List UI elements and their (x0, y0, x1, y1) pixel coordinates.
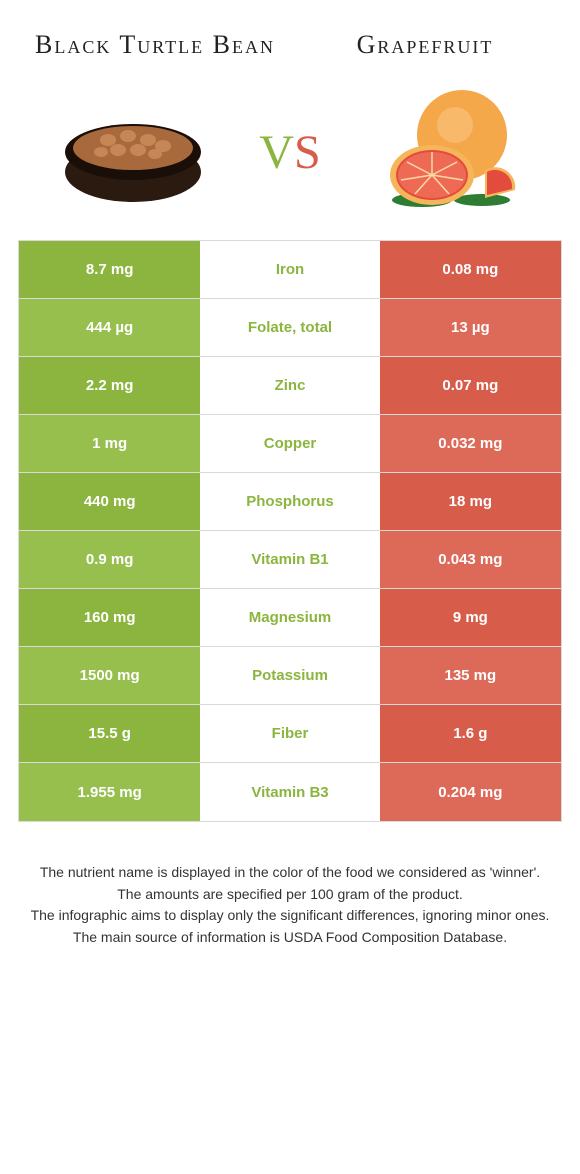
nutrient-name: Iron (200, 241, 379, 298)
table-row: 0.9 mgVitamin B10.043 mg (19, 531, 561, 589)
nutrient-name: Fiber (200, 705, 379, 762)
left-value: 1500 mg (19, 647, 200, 704)
nutrient-name: Magnesium (200, 589, 379, 646)
footnote-line: The amounts are specified per 100 gram o… (24, 884, 556, 906)
left-food-title: Black Turtle Bean (20, 30, 290, 60)
nutrient-name: Folate, total (200, 299, 379, 356)
vs-v: v (259, 107, 294, 183)
comparison-table: 8.7 mgIron0.08 mg444 µgFolate, total13 µ… (18, 240, 562, 822)
vs-s: s (294, 107, 321, 183)
right-food-image (367, 80, 527, 210)
footnotes: The nutrient name is displayed in the co… (0, 822, 580, 949)
right-value: 0.204 mg (380, 763, 561, 821)
left-value: 15.5 g (19, 705, 200, 762)
nutrient-name: Phosphorus (200, 473, 379, 530)
table-row: 1.955 mgVitamin B30.204 mg (19, 763, 561, 821)
footnote-line: The main source of information is USDA F… (24, 927, 556, 949)
right-value: 135 mg (380, 647, 561, 704)
nutrient-name: Vitamin B1 (200, 531, 379, 588)
nutrient-name: Zinc (200, 357, 379, 414)
table-row: 444 µgFolate, total13 µg (19, 299, 561, 357)
left-value: 8.7 mg (19, 241, 200, 298)
right-value: 0.043 mg (380, 531, 561, 588)
right-value: 0.07 mg (380, 357, 561, 414)
table-row: 1 mgCopper0.032 mg (19, 415, 561, 473)
left-food-image (53, 80, 213, 210)
right-value: 13 µg (380, 299, 561, 356)
left-value: 2.2 mg (19, 357, 200, 414)
right-value: 9 mg (380, 589, 561, 646)
left-value: 160 mg (19, 589, 200, 646)
left-value: 1.955 mg (19, 763, 200, 821)
table-row: 1500 mgPotassium135 mg (19, 647, 561, 705)
table-row: 160 mgMagnesium9 mg (19, 589, 561, 647)
footnote-line: The infographic aims to display only the… (24, 905, 556, 927)
right-value: 18 mg (380, 473, 561, 530)
right-value: 0.032 mg (380, 415, 561, 472)
table-row: 440 mgPhosphorus18 mg (19, 473, 561, 531)
vs-label: vs (259, 106, 320, 185)
right-value: 1.6 g (380, 705, 561, 762)
footnote-line: The nutrient name is displayed in the co… (24, 862, 556, 884)
left-value: 444 µg (19, 299, 200, 356)
image-row: vs (0, 70, 580, 240)
left-value: 440 mg (19, 473, 200, 530)
right-food-title: Grapefruit (290, 30, 560, 60)
nutrient-name: Potassium (200, 647, 379, 704)
table-row: 15.5 gFiber1.6 g (19, 705, 561, 763)
header: Black Turtle Bean Grapefruit (0, 0, 580, 70)
right-value: 0.08 mg (380, 241, 561, 298)
nutrient-name: Copper (200, 415, 379, 472)
left-value: 0.9 mg (19, 531, 200, 588)
table-row: 2.2 mgZinc0.07 mg (19, 357, 561, 415)
table-row: 8.7 mgIron0.08 mg (19, 241, 561, 299)
left-value: 1 mg (19, 415, 200, 472)
nutrient-name: Vitamin B3 (200, 763, 379, 821)
